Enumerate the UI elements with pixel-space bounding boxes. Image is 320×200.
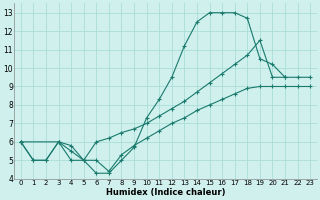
X-axis label: Humidex (Indice chaleur): Humidex (Indice chaleur) [106, 188, 225, 197]
